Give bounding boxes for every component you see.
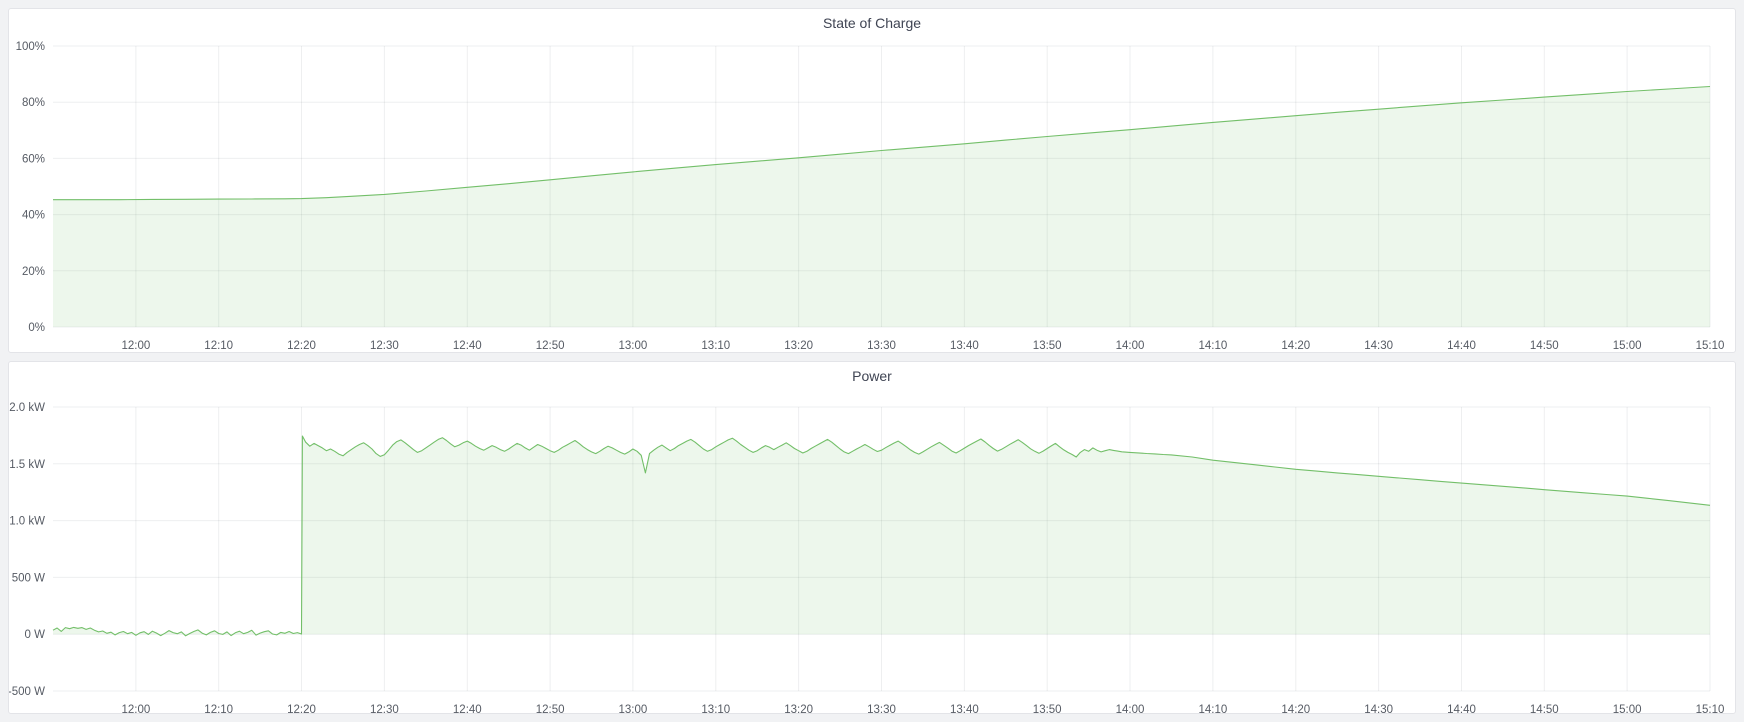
gridlines <box>53 406 1711 692</box>
svg-text:12:30: 12:30 <box>370 340 399 352</box>
svg-text:100%: 100% <box>16 41 45 53</box>
svg-text:14:10: 14:10 <box>1199 704 1228 715</box>
svg-text:0%: 0% <box>28 322 45 334</box>
svg-text:14:20: 14:20 <box>1281 340 1310 352</box>
series-line <box>53 85 1711 201</box>
series-area <box>53 436 1710 636</box>
svg-text:12:00: 12:00 <box>122 704 151 715</box>
svg-text:0 W: 0 W <box>25 629 46 641</box>
x-axis-labels: 12:00 12:10 12:20 12:30 12:40 12:50 13:00 13:10… <box>122 704 1725 715</box>
svg-text:-500 W: -500 W <box>9 686 45 698</box>
svg-text:14:40: 14:40 <box>1447 340 1476 352</box>
power-panel-title[interactable]: Power <box>852 368 892 384</box>
svg-text:12:20: 12:20 <box>287 340 316 352</box>
svg-text:14:40: 14:40 <box>1447 704 1476 715</box>
svg-text:13:10: 13:10 <box>701 704 730 715</box>
svg-text:13:00: 13:00 <box>619 704 648 715</box>
svg-text:13:20: 13:20 <box>784 704 813 715</box>
svg-text:1.5 kW: 1.5 kW <box>9 459 45 471</box>
svg-text:13:40: 13:40 <box>950 340 979 352</box>
svg-text:13:00: 13:00 <box>619 340 648 352</box>
svg-text:13:30: 13:30 <box>867 704 896 715</box>
svg-text:14:00: 14:00 <box>1116 340 1145 352</box>
svg-text:500 W: 500 W <box>12 572 45 584</box>
y-axis-labels: 100% 80% 60% 40% 20% 0% <box>16 41 45 334</box>
svg-text:12:30: 12:30 <box>370 704 399 715</box>
svg-text:15:00: 15:00 <box>1613 704 1642 715</box>
svg-text:13:50: 13:50 <box>1033 704 1062 715</box>
svg-text:12:50: 12:50 <box>536 340 565 352</box>
series-area <box>53 86 1710 327</box>
svg-text:14:20: 14:20 <box>1281 704 1310 715</box>
svg-text:13:30: 13:30 <box>867 340 896 352</box>
svg-text:12:00: 12:00 <box>122 340 151 352</box>
svg-text:13:40: 13:40 <box>950 704 979 715</box>
svg-text:12:10: 12:10 <box>204 340 233 352</box>
svg-text:2.0 kW: 2.0 kW <box>9 402 45 414</box>
power-panel: 12:00 12:10 12:20 12:30 12:40 12:50 13:00 13:10… <box>8 361 1736 715</box>
svg-text:13:50: 13:50 <box>1033 340 1062 352</box>
svg-text:1.0 kW: 1.0 kW <box>9 516 45 528</box>
svg-text:13:20: 13:20 <box>784 340 813 352</box>
svg-text:60%: 60% <box>22 153 45 165</box>
svg-text:12:20: 12:20 <box>287 704 316 715</box>
power-chart[interactable]: 12:00 12:10 12:20 12:30 12:40 12:50 13:00 13:10… <box>9 362 1735 715</box>
state-of-charge-panel-title[interactable]: State of Charge <box>822 15 922 31</box>
svg-text:12:50: 12:50 <box>536 704 565 715</box>
series-line <box>52 435 1711 637</box>
gridlines <box>53 45 1711 328</box>
svg-text:12:40: 12:40 <box>453 704 482 715</box>
y-axis-labels: 2.0 kW 1.5 kW 1.0 kW 500 W 0 W -500 W <box>9 402 45 698</box>
state-of-charge-panel: 12:00 12:10 12:20 12:30 12:40 12:50 13:00 13:10… <box>8 8 1736 353</box>
svg-text:14:50: 14:50 <box>1530 340 1559 352</box>
svg-text:12:10: 12:10 <box>204 704 233 715</box>
svg-text:14:50: 14:50 <box>1530 704 1559 715</box>
svg-text:14:30: 14:30 <box>1364 704 1393 715</box>
x-axis-labels: 12:00 12:10 12:20 12:30 12:40 12:50 13:00 13:10… <box>122 340 1725 352</box>
svg-text:15:10: 15:10 <box>1696 704 1725 715</box>
svg-text:14:00: 14:00 <box>1116 704 1145 715</box>
svg-text:14:30: 14:30 <box>1364 340 1393 352</box>
svg-text:13:10: 13:10 <box>701 340 730 352</box>
svg-text:12:40: 12:40 <box>453 340 482 352</box>
state-of-charge-chart[interactable]: 12:00 12:10 12:20 12:30 12:40 12:50 13:00 13:10… <box>9 9 1735 352</box>
svg-text:14:10: 14:10 <box>1199 340 1228 352</box>
svg-text:20%: 20% <box>22 266 45 278</box>
svg-text:15:00: 15:00 <box>1613 340 1642 352</box>
svg-text:80%: 80% <box>22 97 45 109</box>
svg-text:15:10: 15:10 <box>1696 340 1725 352</box>
svg-text:40%: 40% <box>22 210 45 222</box>
